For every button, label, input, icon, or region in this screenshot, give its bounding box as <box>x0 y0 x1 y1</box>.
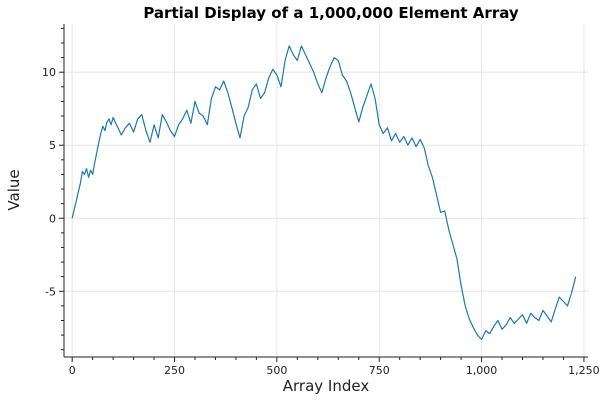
chart-title: Partial Display of a 1,000,000 Element A… <box>143 4 519 22</box>
x-tick-label: 250 <box>164 364 185 377</box>
ticks: 0 250 500 750 1,000 1,250 10 5 0 -5 <box>42 27 600 377</box>
grid-lines <box>64 24 588 357</box>
y-tick-label: 10 <box>42 66 56 79</box>
y-axis-label: Value <box>5 169 23 210</box>
x-tick-label: 1,250 <box>568 364 600 377</box>
series-layer <box>71 45 577 341</box>
y-tick-label: 5 <box>49 139 56 152</box>
x-tick-label: 500 <box>266 364 287 377</box>
axes <box>63 24 588 358</box>
y-tick-label: -5 <box>45 285 56 298</box>
data-line <box>71 45 577 341</box>
x-tick-label: 0 <box>69 364 76 377</box>
x-axis-label: Array Index <box>283 377 370 395</box>
x-tick-label: 1,000 <box>466 364 498 377</box>
y-tick-label: 0 <box>49 212 56 225</box>
x-tick-label: 750 <box>369 364 390 377</box>
